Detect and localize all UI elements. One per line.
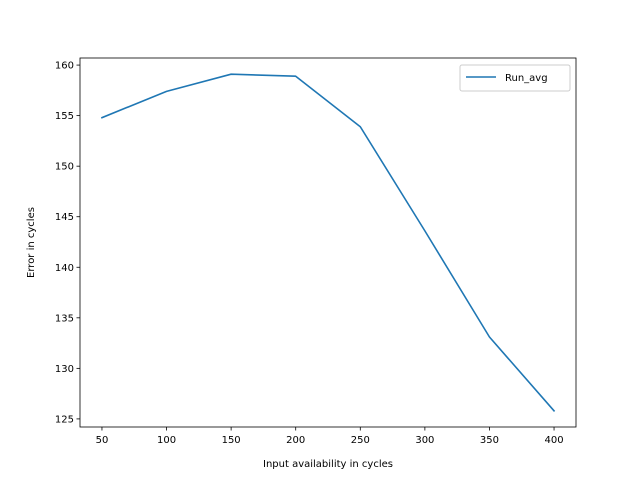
plot-frame xyxy=(79,57,577,428)
y-tick-label: 155 xyxy=(55,111,74,122)
x-tick-label: 300 xyxy=(415,435,434,446)
y-axis-ticks: 125 130 135 140 145 150 155 160 xyxy=(55,61,80,425)
legend-box xyxy=(459,64,571,92)
y-tick-label: 135 xyxy=(55,313,74,324)
plot-background xyxy=(80,58,576,427)
y-tick-label: 140 xyxy=(55,263,74,274)
y-tick-label: 160 xyxy=(55,61,74,72)
x-tick-label: 350 xyxy=(480,435,499,446)
x-tick-label: 50 xyxy=(96,435,109,446)
series-layer xyxy=(100,73,556,412)
x-axis-label: Input availability in cycles xyxy=(263,459,393,470)
y-tick-label: 150 xyxy=(55,162,74,173)
y-tick-label: 125 xyxy=(55,414,74,425)
x-tick-label: 200 xyxy=(286,435,305,446)
x-tick-label: 100 xyxy=(157,435,176,446)
series-line xyxy=(100,73,556,412)
x-axis-ticks: 50 100 150 200 250 300 350 400 xyxy=(96,427,564,446)
x-tick-label: 150 xyxy=(222,435,241,446)
legend: Run_avg xyxy=(459,64,571,92)
y-axis-label: Error in cycles xyxy=(26,207,37,278)
y-tick-label: 130 xyxy=(55,364,74,375)
y-tick-label: 145 xyxy=(55,212,74,223)
x-tick-label: 400 xyxy=(544,435,563,446)
x-tick-label: 250 xyxy=(351,435,370,446)
legend-label: Run_avg xyxy=(505,73,548,84)
